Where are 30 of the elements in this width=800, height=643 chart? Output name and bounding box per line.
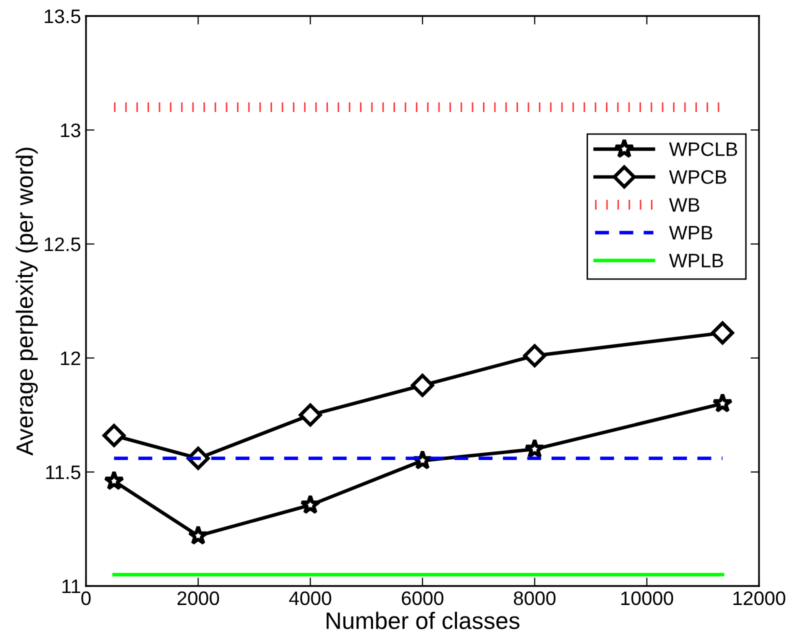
point [102,424,126,448]
x-axis-title: Number of classes [326,612,520,630]
x-tick-label: 2000 [178,591,220,606]
point [188,525,208,545]
y-tick-label: 11.5 [46,466,80,480]
y-tick-label: 11 [62,580,80,594]
point [300,494,321,514]
point [410,374,434,397]
legend-label: WPLB [669,254,724,268]
y-tick-label: 12.5 [44,237,80,252]
point [298,403,322,427]
point [712,392,733,413]
y-tick-label: 13.5 [44,9,80,24]
point [104,470,124,490]
legend-label: WPB [669,226,712,240]
y-tick-label: 12 [60,351,80,366]
point [523,344,546,368]
legend-label: WB [669,198,700,212]
x-tick-label: 10000 [621,591,674,606]
point [710,321,734,344]
x-tick-label: 6000 [402,591,444,606]
legend-label: WPCLB [669,142,738,156]
x-tick-label: 8000 [514,591,556,606]
x-tick-label: 0 [81,591,91,606]
x-tick-label: 12000 [733,591,786,606]
y-axis-title: Average perplexity (per word) [16,148,38,456]
y-tick-label: 13 [60,123,80,138]
x-tick-label: 4000 [289,591,332,606]
legend-label: WPCB [669,170,726,184]
point [524,438,545,458]
